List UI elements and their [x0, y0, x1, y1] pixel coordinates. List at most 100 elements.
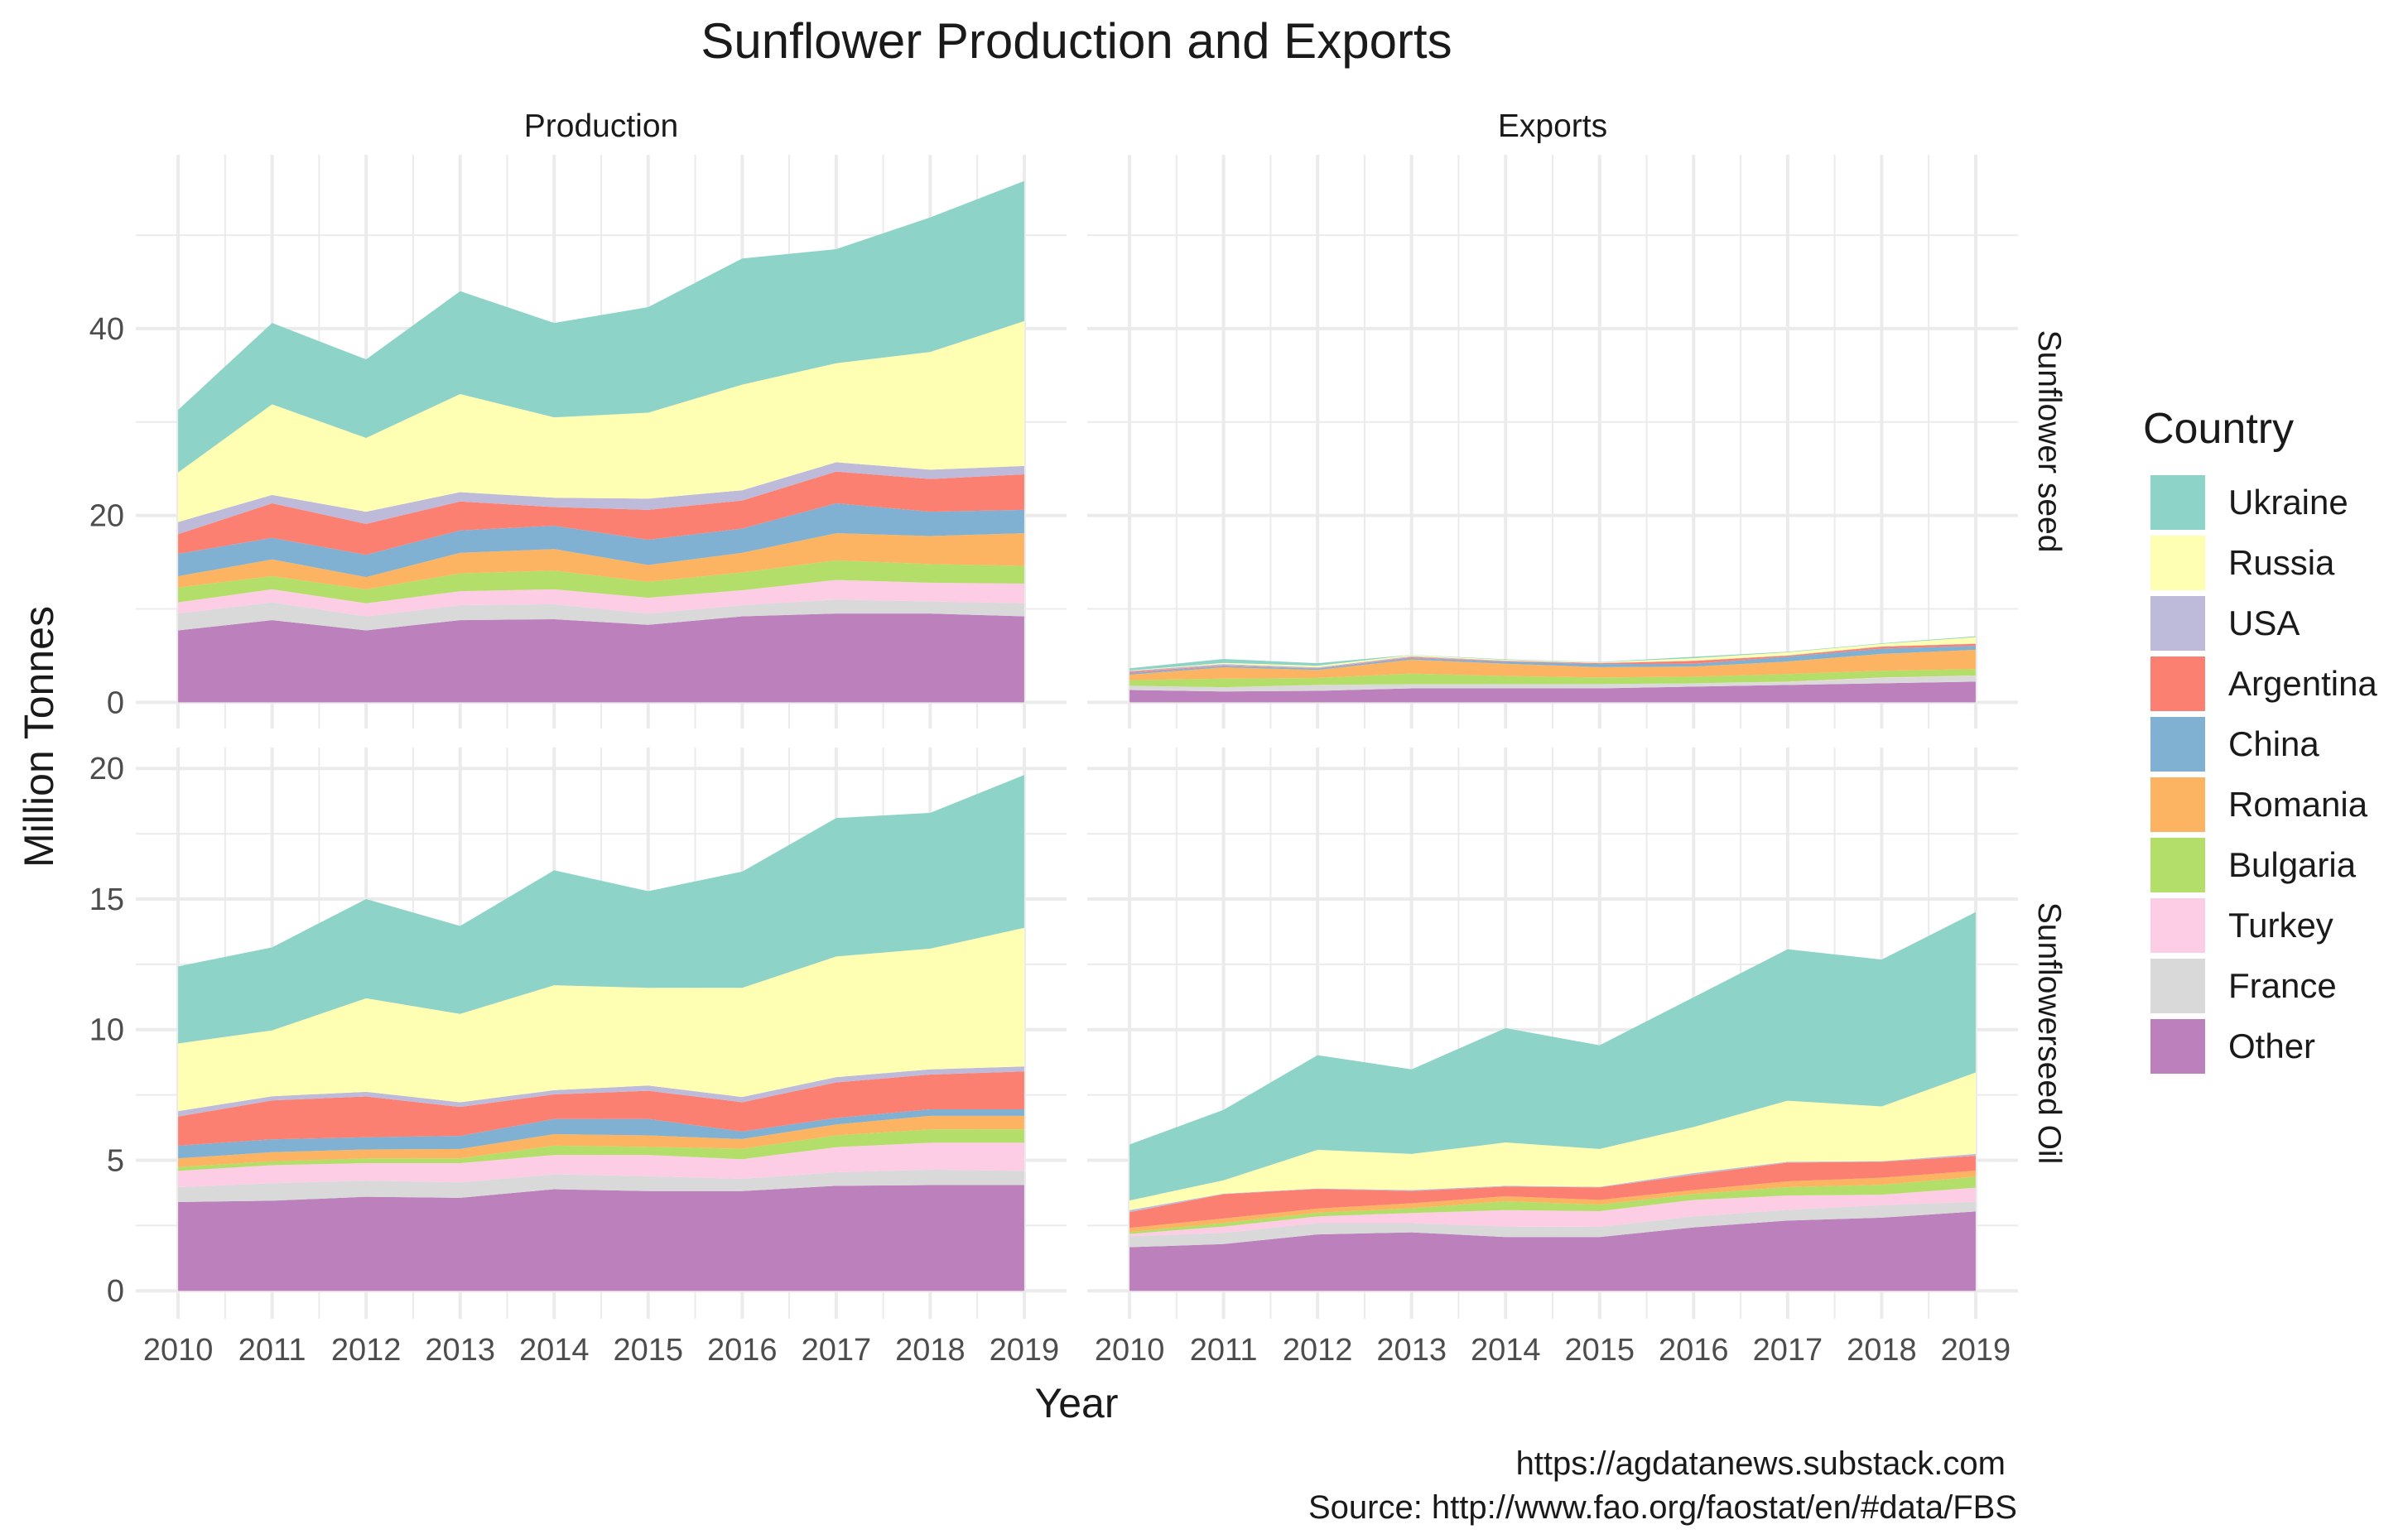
area-other: [1129, 681, 1976, 703]
area-other: [1129, 1211, 1976, 1291]
caption-source: Source: http://www.fao.org/faostat/en/#d…: [1308, 1489, 2017, 1526]
caption-url: https://agdatanews.substack.com: [1516, 1445, 2006, 1482]
x-tick-label: 2012: [1283, 1333, 1353, 1368]
x-tick-label: 2012: [331, 1333, 402, 1368]
x-axis-title: Year: [1034, 1380, 1118, 1426]
x-tick-label: 2015: [613, 1333, 683, 1368]
x-tick-label: 2016: [707, 1333, 778, 1368]
area-turkey: [178, 579, 1024, 617]
x-tick-label: 2010: [143, 1333, 214, 1368]
area-romania: [178, 533, 1024, 589]
x-tick-label: 2011: [238, 1333, 306, 1368]
x-tick-label: 2013: [425, 1333, 495, 1368]
legend-item-turkey: Turkey: [2150, 898, 2333, 953]
x-tick-label: 2011: [1190, 1333, 1258, 1368]
facet-label-sunflower-seed: Sunflower seed: [2031, 330, 2067, 553]
panel-sunflower-seed-exports: [1087, 155, 2018, 729]
legend-item-russia: Russia: [2150, 536, 2335, 590]
legend-label: Turkey: [2228, 906, 2333, 945]
area-argentina: [178, 471, 1024, 555]
x-tick-label: 2018: [1847, 1333, 1917, 1368]
panel-sunflower-seed-production: 0 20 40: [89, 155, 1067, 729]
area-argentina: [1129, 1156, 1976, 1229]
area-turkey: [1129, 1187, 1976, 1237]
legend-key-romania: [2150, 777, 2205, 832]
area-other: [178, 613, 1024, 703]
legend-label: Romania: [2228, 785, 2368, 824]
y-tick-label: 40: [89, 312, 124, 347]
facet-label-production: Production: [524, 108, 678, 144]
x-tick-label: 2019: [1941, 1333, 2011, 1368]
y-tick-label: 15: [89, 882, 124, 917]
area-russia: [178, 927, 1024, 1112]
y-tick-label: 10: [89, 1013, 124, 1048]
area-china: [1129, 646, 1976, 675]
area-ukraine: [1129, 636, 1976, 671]
area-ukraine: [1129, 911, 1976, 1201]
y-tick-label: 5: [107, 1143, 124, 1178]
area-bulgaria: [1129, 1176, 1976, 1234]
legend-label: Argentina: [2228, 664, 2377, 703]
area-france: [1129, 1201, 1976, 1248]
area-russia: [1129, 1072, 1976, 1210]
area-bulgaria: [178, 560, 1024, 604]
area-argentina: [178, 1071, 1024, 1146]
panel-sunflowerseed-oil-production: 0 5 10 15 20 2010 2011 2012 2013 2014 2015 2016 2017…: [89, 748, 1067, 1368]
chart-title: Sunflower Production and Exports: [701, 13, 1452, 69]
x-tick-label: 2015: [1564, 1333, 1635, 1368]
x-tick-label: 2013: [1376, 1333, 1447, 1368]
legend-item-bulgaria: Bulgaria: [2150, 838, 2357, 892]
legend-label: France: [2228, 966, 2337, 1005]
area-ukraine: [178, 775, 1024, 1044]
x-tick-label: 2017: [802, 1333, 872, 1368]
x-tick-label: 2018: [895, 1333, 966, 1368]
legend-key-france: [2150, 959, 2205, 1013]
x-tick-label: 2017: [1753, 1333, 1823, 1368]
legend-label: Bulgaria: [2228, 845, 2357, 884]
area-china: [178, 1108, 1024, 1159]
y-axis-title: Million Tonnes: [16, 606, 62, 868]
y-tick-label: 0: [107, 685, 124, 720]
legend-item-other: Other: [2150, 1019, 2315, 1074]
x-tick-label: 2019: [990, 1333, 1060, 1368]
facet-label-sunflowerseed-oil: Sunflowerseed Oil: [2031, 902, 2067, 1165]
area-bulgaria: [178, 1129, 1024, 1171]
legend-key-china: [2150, 717, 2205, 772]
legend-key-bulgaria: [2150, 838, 2205, 892]
x-tick-label: 2010: [1095, 1333, 1165, 1368]
x-tick-label: 2016: [1659, 1333, 1729, 1368]
area-france: [178, 599, 1024, 631]
area-turkey: [178, 1142, 1024, 1187]
legend-item-china: China: [2150, 717, 2319, 772]
legend-label: Other: [2228, 1027, 2315, 1065]
legend-item-romania: Romania: [2150, 777, 2368, 832]
legend-item-ukraine: Ukraine: [2150, 475, 2348, 530]
legend-item-argentina: Argentina: [2150, 656, 2377, 711]
legend-key-russia: [2150, 536, 2205, 590]
legend-key-usa: [2150, 596, 2205, 651]
legend-label: Ukraine: [2228, 483, 2348, 522]
area-france: [1129, 676, 1976, 692]
area-ukraine: [178, 180, 1024, 473]
legend-label: Russia: [2228, 543, 2335, 582]
y-tick-label: 20: [89, 752, 124, 786]
legend-key-argentina: [2150, 656, 2205, 711]
legend: Ukraine Russia USA Argentina China Romania Bul…: [2150, 475, 2377, 1074]
area-russia: [178, 320, 1024, 522]
area-bulgaria: [1129, 669, 1976, 688]
area-usa: [178, 1066, 1024, 1117]
legend-key-turkey: [2150, 898, 2205, 953]
x-tick-label: 2014: [1471, 1333, 1541, 1368]
legend-label: USA: [2228, 604, 2300, 642]
legend-item-usa: USA: [2150, 596, 2300, 651]
y-tick-label: 0: [107, 1274, 124, 1309]
area-romania: [178, 1115, 1024, 1167]
area-usa: [1129, 643, 1976, 672]
x-tick-label: 2014: [519, 1333, 590, 1368]
legend-label: China: [2228, 724, 2319, 763]
panel-sunflowerseed-oil-exports: 2010 2011 2012 2013 2014 2015 2016 2017 2018 2019: [1087, 748, 2018, 1368]
legend-key-ukraine: [2150, 475, 2205, 530]
y-tick-label: 20: [89, 499, 124, 534]
area-other: [178, 1185, 1024, 1291]
